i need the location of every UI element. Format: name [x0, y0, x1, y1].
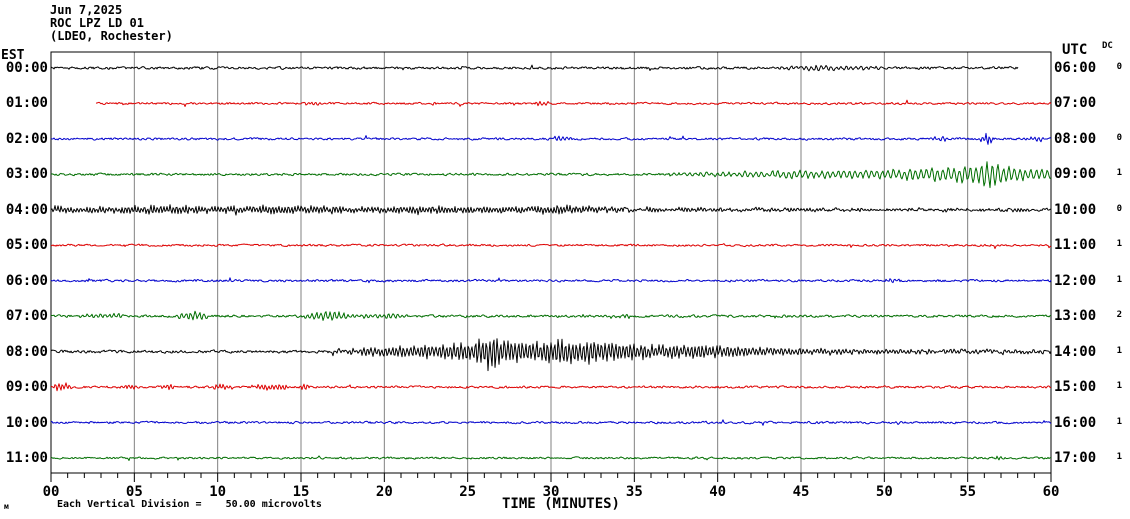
x-tick-label: 55 [959, 484, 977, 500]
utc-hour-label: 12:00 [1054, 272, 1097, 289]
seismogram-trace-0100 [95, 99, 1052, 107]
dc-value: 0 [1116, 62, 1122, 72]
est-hour-label: 05:00 [5, 237, 48, 254]
utc-hour-label: 11:00 [1054, 237, 1097, 254]
utc-hour-label: 16:00 [1054, 414, 1097, 431]
utc-hour-label: 10:00 [1054, 201, 1097, 218]
x-tick-label: 05 [125, 484, 143, 500]
dc-value: 1 [1116, 239, 1122, 250]
dc-value: 1 [1116, 381, 1122, 392]
est-hour-label: 06:00 [5, 272, 48, 289]
dc-value: 2 [1116, 310, 1122, 321]
utc-hour-label: 07:00 [1054, 95, 1097, 112]
dc-value: 1 [1116, 416, 1122, 427]
x-tick-label: 45 [792, 484, 810, 500]
seismogram-trace-1100 [50, 455, 1052, 461]
x-tick-label: 15 [292, 484, 310, 500]
utc-hour-label: 13:00 [1054, 308, 1097, 325]
dc-column-header: DC [1102, 41, 1113, 51]
utc-hour-label: 14:00 [1054, 343, 1097, 360]
watermark-glyph: м [4, 502, 9, 511]
x-tick-label: 10 [209, 484, 227, 500]
est-hour-label: 04:00 [5, 201, 48, 218]
x-tick-label: 40 [709, 484, 727, 500]
dc-value: 1 [1116, 345, 1122, 356]
x-tick-label: 35 [625, 484, 643, 500]
dc-value: 1 [1116, 274, 1122, 285]
seismogram-trace-0300 [50, 161, 1052, 189]
x-axis-title: TIME (MINUTES) [501, 496, 620, 512]
utc-hour-label: 06:00 [1054, 60, 1097, 76]
seismogram-trace-0900 [50, 382, 1052, 392]
seismogram-trace-1000 [50, 419, 1052, 426]
est-hour-label: 02:00 [5, 130, 48, 147]
x-tick-label: 25 [459, 484, 477, 500]
dc-value: 0 [1116, 132, 1122, 143]
seismogram-trace-0700 [50, 310, 1052, 321]
est-hour-label: 00:00 [5, 60, 48, 76]
dc-value: 1 [1116, 452, 1122, 462]
est-hour-label: 08:00 [5, 343, 48, 360]
seismogram-trace-0400 [50, 204, 1052, 216]
seismogram-trace-0000 [50, 64, 1019, 72]
utc-hour-label: 15:00 [1054, 379, 1097, 396]
utc-axis-header: UTC [1062, 42, 1088, 58]
seismogram-trace-0200 [50, 132, 1052, 145]
est-hour-label: 07:00 [5, 308, 48, 325]
est-axis-header: EST [1, 48, 25, 63]
est-hour-label: 10:00 [5, 414, 48, 431]
title-date: Jun 7,2025 [50, 3, 123, 17]
dc-value: 1 [1116, 168, 1122, 179]
x-tick-label: 20 [375, 484, 393, 500]
est-hour-label: 01:00 [5, 95, 48, 112]
x-tick-label: 30 [542, 484, 560, 500]
x-tick-label: 00 [42, 484, 60, 500]
est-hour-label: 03:00 [5, 166, 48, 183]
dc-value: 0 [1116, 203, 1122, 214]
seismogram-trace-0800 [50, 338, 1052, 372]
seismogram-trace-0600 [50, 277, 1052, 284]
x-tick-label: 60 [1042, 484, 1060, 500]
seismogram-trace-0500 [50, 243, 1052, 250]
x-tick-label: 50 [875, 484, 893, 500]
title-station: ROC LPZ LD 01 [50, 16, 144, 30]
utc-hour-label: 17:00 [1054, 450, 1097, 466]
est-hour-label: 09:00 [5, 379, 48, 396]
scale-note: Each Vertical Division = 50.00 microvolt… [57, 499, 322, 510]
title-location: (LDEO, Rochester) [50, 29, 173, 43]
utc-hour-label: 09:00 [1054, 166, 1097, 183]
est-hour-label: 11:00 [5, 450, 48, 466]
utc-hour-label: 08:00 [1054, 130, 1097, 147]
